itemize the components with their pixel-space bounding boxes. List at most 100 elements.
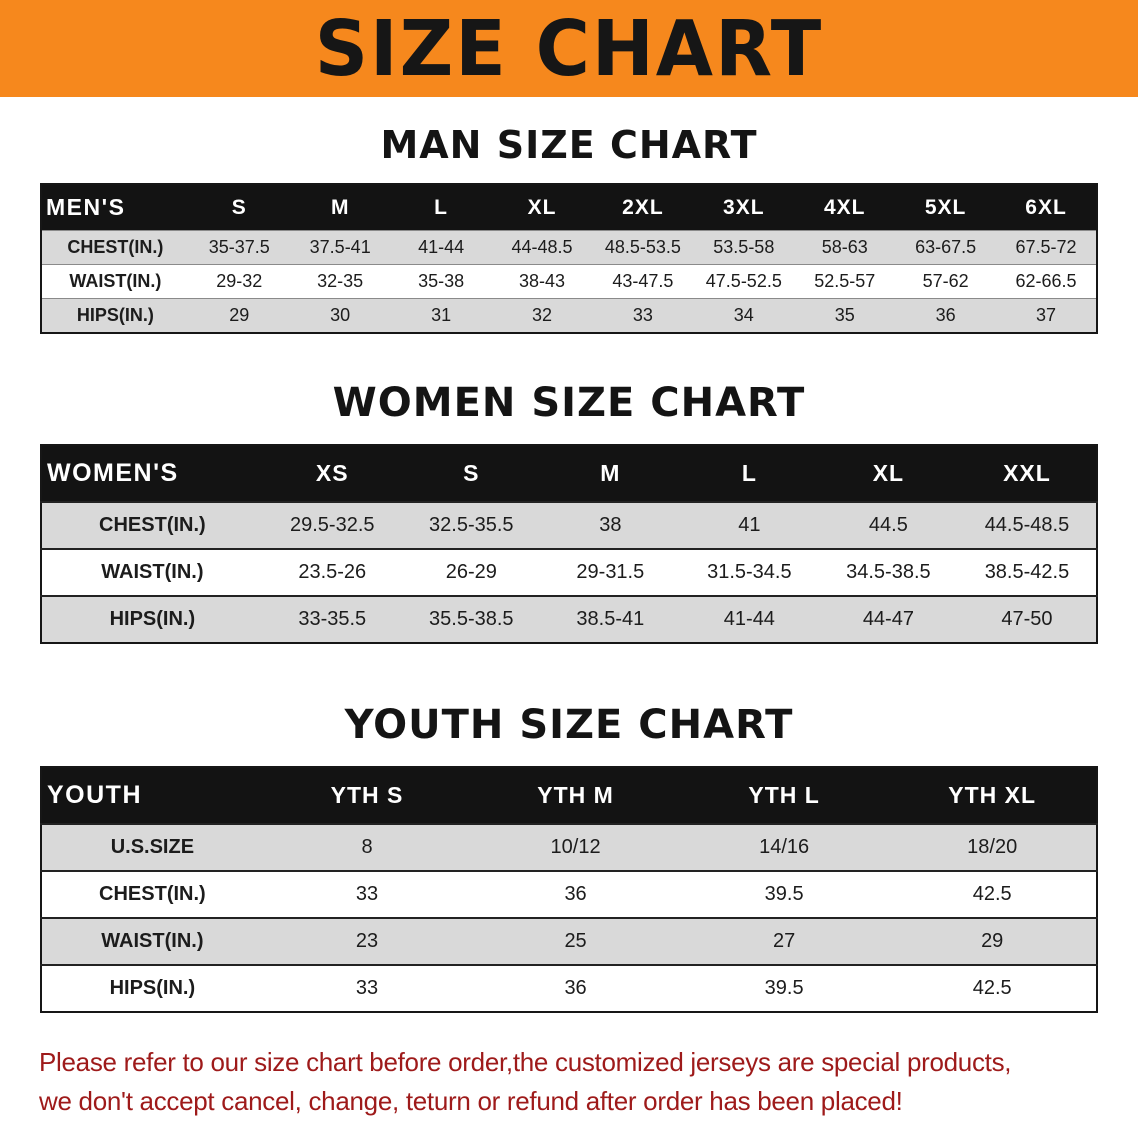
size-value: 39.5 xyxy=(679,964,889,1012)
notice-line-2: we don't accept cancel, change, teturn o… xyxy=(39,1086,903,1116)
size-value: 8 xyxy=(262,823,472,871)
size-value: 36 xyxy=(471,964,680,1012)
size-column-header: 5XL xyxy=(895,184,997,231)
size-column-header: XXL xyxy=(957,445,1097,502)
size-value: 48.5-53.5 xyxy=(592,230,694,265)
size-value: 29 xyxy=(888,917,1097,965)
size-value: 29-31.5 xyxy=(540,548,680,596)
size-value: 23 xyxy=(262,917,472,965)
size-column-header: XL xyxy=(491,184,593,231)
men-section-heading: MAN SIZE CHART xyxy=(380,123,758,167)
size-value: 25 xyxy=(471,917,680,965)
size-value: 35.5-38.5 xyxy=(401,595,541,643)
size-value: 52.5-57 xyxy=(794,264,896,299)
measurement-label: WAIST(IN.) xyxy=(41,264,189,299)
size-value: 57-62 xyxy=(895,264,997,299)
size-column-header: XS xyxy=(262,445,402,502)
youth-table-row: U.S.SIZE 8 10/12 14/16 18/20 xyxy=(41,823,1097,871)
size-value: 32 xyxy=(491,298,593,333)
measurement-label: CHEST(IN.) xyxy=(41,230,189,265)
size-column-header: L xyxy=(679,445,819,502)
size-column-header: M xyxy=(289,184,391,231)
youth-table-row: WAIST(IN.) 23 25 27 29 xyxy=(41,917,1097,965)
size-value: 41-44 xyxy=(390,230,492,265)
size-value: 33 xyxy=(592,298,694,333)
size-value: 26-29 xyxy=(401,548,541,596)
size-value: 36 xyxy=(895,298,997,333)
measurement-label: HIPS(IN.) xyxy=(41,595,263,643)
size-value: 37.5-41 xyxy=(289,230,391,265)
youth-table-title: YOUTH xyxy=(41,767,263,824)
size-column-header: YTH XL xyxy=(888,767,1097,824)
women-size-table: WOMEN'S XS S M L XL XXL CHEST(IN.) 29.5-32.5 32.5… xyxy=(40,444,1098,644)
size-value: 63-67.5 xyxy=(895,230,997,265)
men-table-title: MEN'S xyxy=(41,184,189,231)
measurement-label: WAIST(IN.) xyxy=(41,917,263,965)
measurement-label: HIPS(IN.) xyxy=(41,298,189,333)
size-column-header: 2XL xyxy=(592,184,694,231)
youth-size-table: YOUTH YTH S YTH M YTH L YTH XL U.S.SIZE 8 10/12… xyxy=(40,766,1098,1013)
women-section-heading: WOMEN SIZE CHART xyxy=(332,380,806,426)
size-value: 42.5 xyxy=(888,870,1097,918)
size-value: 31 xyxy=(390,298,492,333)
men-table-row: WAIST(IN.) 29-32 32-35 35-38 38-43 43-47.5 47.… xyxy=(41,264,1097,299)
size-value: 38 xyxy=(540,501,680,549)
men-header-row: MEN'S S M L XL 2XL 3XL 4XL 5XL 6XL xyxy=(41,184,1097,231)
size-value: 53.5-58 xyxy=(693,230,795,265)
banner: SIZE CHART xyxy=(0,0,1138,97)
size-value: 47-50 xyxy=(957,595,1097,643)
measurement-label: CHEST(IN.) xyxy=(41,870,263,918)
size-value: 34 xyxy=(693,298,795,333)
size-value: 44.5 xyxy=(818,501,958,549)
size-value: 37 xyxy=(996,298,1097,333)
size-value: 38.5-42.5 xyxy=(957,548,1097,596)
size-value: 58-63 xyxy=(794,230,896,265)
women-table-row: CHEST(IN.) 29.5-32.5 32.5-35.5 38 41 44.5 44.5… xyxy=(41,501,1097,549)
men-size-section: MAN SIZE CHART MEN'S S M L XL 2XL 3XL 4XL 5XL 6XL C… xyxy=(0,123,1138,334)
size-value: 47.5-52.5 xyxy=(693,264,795,299)
size-value: 35-38 xyxy=(390,264,492,299)
women-table-row: WAIST(IN.) 23.5-26 26-29 29-31.5 31.5-34.5 34… xyxy=(41,548,1097,596)
size-value: 32.5-35.5 xyxy=(401,501,541,549)
size-value: 32-35 xyxy=(289,264,391,299)
men-table-row: HIPS(IN.) 29 30 31 32 33 34 35 36 37 xyxy=(41,298,1097,333)
youth-size-section: YOUTH SIZE CHART YOUTH YTH S YTH M YTH L YTH … xyxy=(0,702,1138,1013)
size-value: 44.5-48.5 xyxy=(957,501,1097,549)
women-size-section: WOMEN SIZE CHART WOMEN'S XS S M L XL XXL CHEST(I… xyxy=(0,380,1138,644)
size-value: 39.5 xyxy=(679,870,889,918)
measurement-label: WAIST(IN.) xyxy=(41,548,263,596)
measurement-label: U.S.SIZE xyxy=(41,823,263,871)
page-title: SIZE CHART xyxy=(314,3,824,94)
size-column-header: 4XL xyxy=(794,184,896,231)
men-size-table: MEN'S S M L XL 2XL 3XL 4XL 5XL 6XL CHEST(IN.) 35-37… xyxy=(40,183,1098,334)
size-value: 14/16 xyxy=(679,823,889,871)
size-value: 31.5-34.5 xyxy=(679,548,819,596)
size-value: 44-48.5 xyxy=(491,230,593,265)
size-value: 35 xyxy=(794,298,896,333)
size-value: 41 xyxy=(679,501,819,549)
size-column-header: S xyxy=(401,445,541,502)
youth-table-row: CHEST(IN.) 33 36 39.5 42.5 xyxy=(41,870,1097,918)
size-value: 36 xyxy=(471,870,680,918)
size-column-header: YTH M xyxy=(471,767,680,824)
measurement-label: HIPS(IN.) xyxy=(41,964,263,1012)
women-table-row: HIPS(IN.) 33-35.5 35.5-38.5 38.5-41 41-44 44-… xyxy=(41,595,1097,643)
size-value: 30 xyxy=(289,298,391,333)
size-column-header: 3XL xyxy=(693,184,795,231)
size-value: 33 xyxy=(262,964,472,1012)
size-value: 62-66.5 xyxy=(996,264,1097,299)
size-value: 34.5-38.5 xyxy=(818,548,958,596)
size-value: 42.5 xyxy=(888,964,1097,1012)
size-chart-sections: MAN SIZE CHART MEN'S S M L XL 2XL 3XL 4XL 5XL 6XL C… xyxy=(0,123,1138,1013)
women-table-title: WOMEN'S xyxy=(41,445,263,502)
size-column-header: L xyxy=(390,184,492,231)
size-column-header: M xyxy=(540,445,680,502)
size-value: 67.5-72 xyxy=(996,230,1097,265)
youth-section-heading: YOUTH SIZE CHART xyxy=(344,702,794,748)
size-value: 33-35.5 xyxy=(262,595,402,643)
size-column-header: YTH S xyxy=(262,767,472,824)
size-value: 10/12 xyxy=(471,823,680,871)
size-value: 35-37.5 xyxy=(188,230,290,265)
youth-table-row: HIPS(IN.) 33 36 39.5 42.5 xyxy=(41,964,1097,1012)
size-column-header: 6XL xyxy=(996,184,1097,231)
